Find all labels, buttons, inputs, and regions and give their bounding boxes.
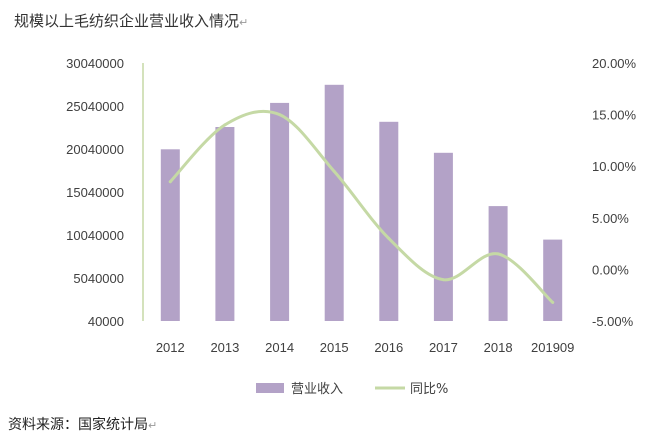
x-tick-label: 201909 bbox=[531, 340, 574, 355]
left-tick-label: 20040000 bbox=[66, 142, 124, 157]
legend-label-revenue: 营业收入 bbox=[291, 382, 343, 397]
x-axis: 2012 2013 2014 2015 2016 2017 2018 201909 bbox=[156, 340, 575, 355]
left-tick-label: 25040000 bbox=[66, 99, 124, 114]
x-tick-label: 2015 bbox=[320, 340, 349, 355]
bar-2017 bbox=[433, 152, 453, 321]
bar-2016 bbox=[379, 121, 399, 321]
bars-layer bbox=[160, 84, 563, 322]
right-tick-label: 20.00% bbox=[592, 56, 637, 71]
yoy-line bbox=[168, 109, 555, 304]
x-tick-label: 2018 bbox=[484, 340, 513, 355]
yoy-point-2014 bbox=[278, 113, 282, 117]
right-tick-label: 5.00% bbox=[592, 211, 629, 226]
yoy-point-2018 bbox=[496, 252, 500, 256]
left-axis: 40000 5040000 10040000 15040000 20040000 2504… bbox=[66, 56, 144, 329]
bar-2014 bbox=[270, 102, 290, 322]
right-tick-label: 0.00% bbox=[592, 262, 629, 277]
x-tick-label: 2016 bbox=[374, 340, 403, 355]
source-note: 资料来源：国家统计局↵ bbox=[8, 414, 157, 434]
x-tick-label: 2012 bbox=[156, 340, 185, 355]
x-tick-label: 2014 bbox=[265, 340, 294, 355]
paragraph-mark-icon: ↵ bbox=[148, 419, 158, 432]
line-layer bbox=[168, 109, 555, 304]
paragraph-mark-icon: ↵ bbox=[239, 16, 249, 29]
chart-title-text: 规模以上毛纺织企业营业收入情况 bbox=[14, 12, 240, 30]
bar-2018 bbox=[488, 206, 508, 321]
right-axis: -5.00% 0.00% 5.00% 10.00% 15.00% 20.00% bbox=[592, 56, 637, 329]
right-tick-label: 15.00% bbox=[592, 108, 637, 123]
yoy-point-201909 bbox=[551, 300, 555, 304]
bar-2012 bbox=[160, 149, 180, 321]
right-tick-label: 10.00% bbox=[592, 159, 637, 174]
legend-bar-swatch bbox=[256, 383, 284, 393]
left-tick-label: 10040000 bbox=[66, 228, 124, 243]
yoy-point-2015 bbox=[332, 169, 336, 173]
left-tick-label: 40000 bbox=[88, 314, 124, 329]
yoy-point-2013 bbox=[223, 123, 227, 127]
left-tick-label: 15040000 bbox=[66, 185, 124, 200]
chart-title: 规模以上毛纺织企业营业收入情况↵ bbox=[14, 10, 248, 31]
legend: 营业收入 同比% bbox=[256, 382, 448, 397]
legend-label-yoy: 同比% bbox=[410, 382, 448, 397]
left-tick-label: 30040000 bbox=[66, 56, 124, 71]
x-tick-label: 2013 bbox=[210, 340, 239, 355]
bar-2015 bbox=[324, 84, 344, 321]
bar-2013 bbox=[215, 127, 235, 321]
left-tick-label: 5040000 bbox=[73, 271, 124, 286]
source-text: 资料来源：国家统计局 bbox=[8, 417, 148, 433]
yoy-point-2017 bbox=[441, 278, 445, 282]
yoy-point-2012 bbox=[168, 180, 172, 184]
bar-201909 bbox=[543, 239, 563, 321]
yoy-point-2016 bbox=[387, 236, 391, 240]
x-tick-label: 2017 bbox=[429, 340, 458, 355]
right-tick-label: -5.00% bbox=[592, 314, 634, 329]
